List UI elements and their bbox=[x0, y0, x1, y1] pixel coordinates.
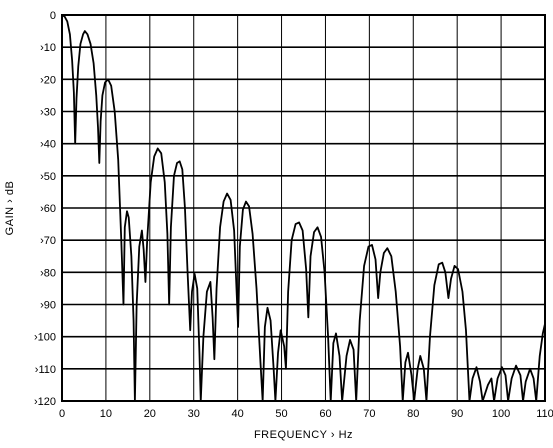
y-tick-label: ›60 bbox=[40, 203, 56, 215]
x-tick-label: 50 bbox=[275, 408, 287, 420]
x-axis-title: FREQUENCY › Hz bbox=[254, 429, 353, 441]
x-tick-label: 80 bbox=[407, 408, 419, 420]
x-tick-label: 90 bbox=[451, 408, 463, 420]
y-tick-label: ›80 bbox=[40, 267, 56, 279]
y-tick-label: ›90 bbox=[40, 300, 56, 312]
x-tick-label: 40 bbox=[232, 408, 244, 420]
tick-labels: 0 10 20 30 40 50 60 70 80 90 100 110 0 ›10 ›20 ›30 ›40 ›5… bbox=[34, 10, 553, 420]
x-tick-label: 100 bbox=[492, 408, 510, 420]
x-tick-label: 10 bbox=[100, 408, 112, 420]
y-tick-label: ›40 bbox=[40, 139, 56, 151]
x-tick-label: 60 bbox=[319, 408, 331, 420]
y-tick-label: ›70 bbox=[40, 235, 56, 247]
y-axis-title: GAIN › dB bbox=[4, 181, 16, 236]
y-tick-label: ›110 bbox=[35, 364, 56, 376]
y-tick-label: ›120 bbox=[34, 396, 56, 408]
gain-response-line bbox=[62, 15, 545, 401]
y-tick-label: ›50 bbox=[40, 171, 56, 183]
y-tick-label: 0 bbox=[50, 10, 56, 22]
plot-area bbox=[62, 15, 545, 401]
x-tick-label: 110 bbox=[536, 408, 553, 420]
y-tick-label: ›30 bbox=[40, 107, 56, 119]
x-tick-label: 20 bbox=[144, 408, 156, 420]
y-tick-label: ›100 bbox=[34, 332, 56, 344]
x-tick-label: 30 bbox=[188, 408, 200, 420]
x-tick-label: 70 bbox=[363, 408, 375, 420]
plot-frame bbox=[61, 14, 546, 402]
x-tick-label: 0 bbox=[59, 408, 65, 420]
y-tick-label: ›10 bbox=[40, 42, 56, 54]
y-tick-label: ›20 bbox=[40, 74, 56, 86]
